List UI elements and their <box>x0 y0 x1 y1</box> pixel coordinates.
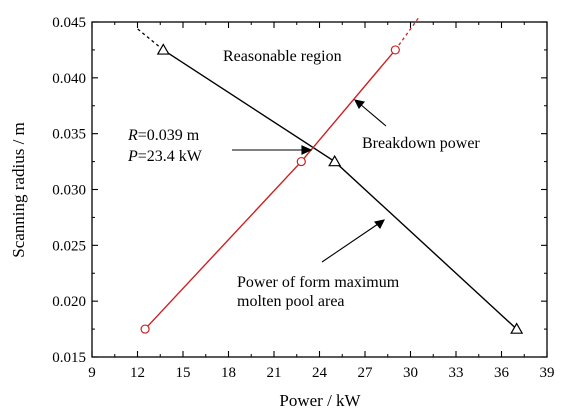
p-annotation: P=23.4 kW <box>127 148 203 165</box>
p-value: =23.4 kW <box>138 148 203 165</box>
reasonable-region-label: Reasonable region <box>223 48 342 65</box>
y-tick-label: 0.025 <box>52 238 86 254</box>
y-tick-label: 0.035 <box>52 127 86 143</box>
breakdown-power-label: Breakdown power <box>362 135 480 152</box>
molten-arrow-head <box>373 219 386 229</box>
y-axis-label: Scanning radius / m <box>9 122 28 258</box>
series-1-point <box>156 43 170 55</box>
x-tick-label: 21 <box>267 365 282 381</box>
x-tick-label: 24 <box>312 365 328 381</box>
plot-frame <box>91 21 548 358</box>
x-tick-label: 15 <box>176 365 191 381</box>
series-2-point <box>390 45 400 55</box>
x-axis-label: Power / kW <box>279 391 361 410</box>
y-tick-label: 0.040 <box>52 71 86 87</box>
y-tick-label: 0.015 <box>52 350 86 366</box>
series-2-extrapolation <box>394 16 421 51</box>
series-1-point <box>510 322 524 334</box>
x-tick-label: 27 <box>358 365 374 381</box>
p-variable: P <box>127 148 138 165</box>
molten-pool-label-line2: molten pool area <box>237 293 345 310</box>
y-tick-label: 0.045 <box>52 15 86 31</box>
series-1-extrapolation <box>135 27 164 51</box>
r-value: =0.039 m <box>138 127 200 144</box>
series-1-point <box>328 154 342 167</box>
breakdown-arrow-head <box>353 99 366 109</box>
series-2-point <box>296 156 306 167</box>
y-tick-labels: 0.015 0.020 0.025 0.030 0.035 0.040 0.045 <box>52 15 86 366</box>
x-tick-label: 12 <box>130 365 145 381</box>
intersection-arrow-head <box>301 145 313 155</box>
y-tick-label: 0.030 <box>52 183 86 199</box>
molten-pool-label-line1: Power of form maximum <box>237 274 400 291</box>
x-tick-label: 39 <box>540 365 555 381</box>
x-tick-label: 33 <box>449 365 464 381</box>
r-annotation: R=0.039 m <box>127 127 200 144</box>
breakdown-arrow-line <box>359 103 387 127</box>
y-tick-label: 0.020 <box>52 294 86 310</box>
r-variable: R <box>127 127 138 144</box>
x-tick-label: 9 <box>88 365 96 381</box>
x-tick-label: 36 <box>494 365 510 381</box>
series-2-point <box>140 324 150 334</box>
x-tick-label: 30 <box>403 365 418 381</box>
annotation-arrows <box>232 99 387 263</box>
x-tick-label: 18 <box>221 365 236 381</box>
molten-arrow-line <box>321 223 379 263</box>
series-layer <box>135 16 524 334</box>
x-tick-labels: 9 12 15 18 21 24 27 30 33 36 39 <box>88 365 554 381</box>
